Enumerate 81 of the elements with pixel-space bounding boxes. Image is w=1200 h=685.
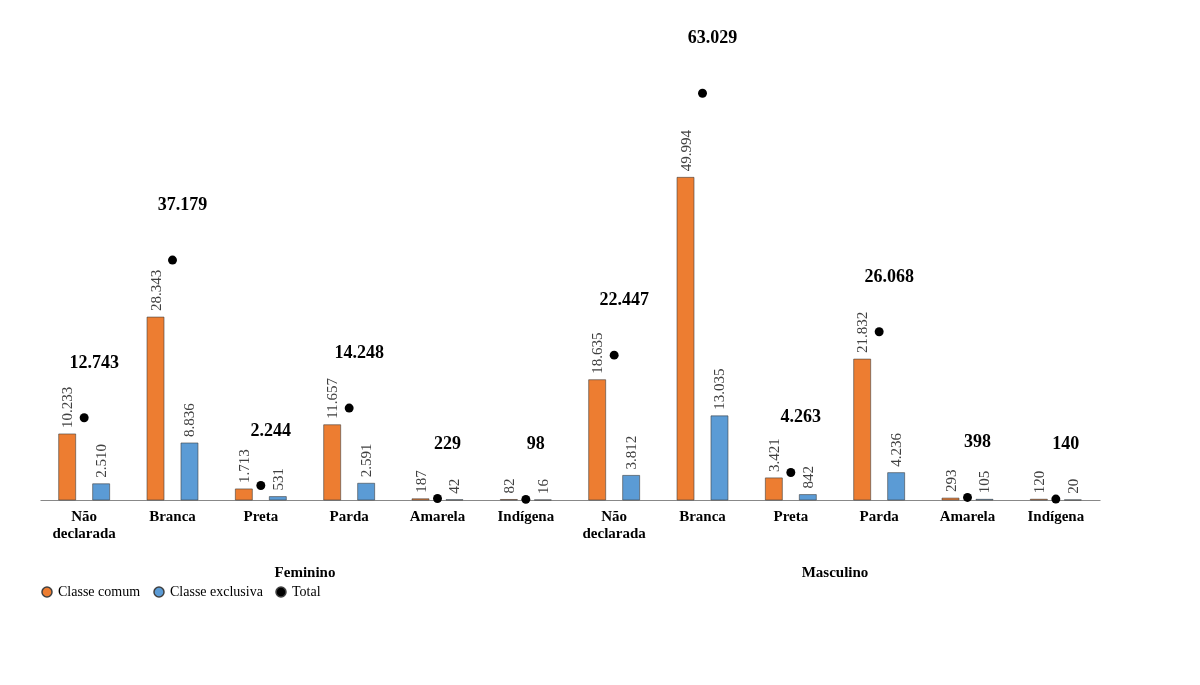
- data-label: 10.233: [59, 386, 76, 428]
- data-label: 4.263: [780, 406, 822, 427]
- data-label: 531: [269, 468, 286, 491]
- data-label: 8.836: [181, 402, 198, 437]
- legend-label: Classe comum: [58, 584, 141, 599]
- data-label: 229: [434, 432, 461, 453]
- x-tick-label: Amarela: [409, 507, 466, 524]
- data-label: 13.035: [711, 368, 728, 410]
- bar: [58, 433, 76, 501]
- data-label: 21.832: [854, 311, 871, 354]
- text: Masculino: [801, 564, 869, 580]
- data-label: 11.657: [324, 377, 341, 419]
- x-tick-label: Não declarada: [52, 507, 117, 541]
- point: [1051, 494, 1061, 504]
- data-label: 42: [446, 478, 463, 494]
- bar: [588, 379, 606, 501]
- bar: [180, 442, 199, 501]
- point: [79, 413, 89, 423]
- data-label: 82: [500, 478, 517, 494]
- point: [786, 468, 796, 477]
- bar: [765, 477, 783, 501]
- x-tick-label: Parda: [859, 507, 900, 524]
- bar: [269, 496, 287, 501]
- data-label: 14.248: [334, 342, 384, 363]
- data-label: 63.029: [687, 27, 738, 48]
- data-label: 842: [799, 466, 816, 489]
- bar: [799, 494, 817, 501]
- data-label: 20: [1064, 478, 1081, 494]
- bar: [853, 358, 871, 501]
- bar: [710, 415, 729, 501]
- data-label: 37.179: [157, 194, 208, 215]
- data-label: 2.244: [250, 419, 292, 440]
- data-label: 3.421: [765, 438, 782, 472]
- point: [433, 494, 442, 503]
- x-tick-label: Branca: [149, 507, 197, 524]
- point: [874, 327, 884, 337]
- data-label: 2.591: [358, 443, 375, 478]
- data-label: 3.812: [623, 435, 640, 470]
- data-label: 49.994: [677, 129, 694, 172]
- data-label: 16: [534, 478, 551, 494]
- data-label: 28.343: [147, 269, 164, 312]
- point: [963, 492, 972, 502]
- data-label: 398: [964, 431, 991, 452]
- bar: [887, 472, 905, 501]
- legend-label: Classe exclusiva: [170, 584, 264, 599]
- data-label: 4.236: [888, 432, 905, 467]
- data-label: 140: [1052, 433, 1080, 454]
- x-tick-label: Preta: [773, 507, 809, 524]
- data-label: 187: [412, 469, 429, 493]
- data-label: 1.713: [235, 449, 252, 483]
- point: [168, 255, 177, 265]
- x-tick-label: Branca: [679, 507, 727, 524]
- bar: [235, 488, 253, 501]
- point: [609, 350, 619, 360]
- bar: [622, 475, 640, 501]
- x-tick-label: Não declarada: [582, 507, 647, 541]
- point: [698, 88, 707, 98]
- bar: [146, 316, 165, 501]
- x-tick-label: Indígena: [1027, 507, 1085, 524]
- data-label: 22.447: [599, 289, 649, 310]
- data-label: 98: [526, 433, 545, 454]
- x-tick-label: Preta: [243, 507, 279, 524]
- data-label: 2.510: [93, 444, 110, 478]
- data-label: 120: [1030, 470, 1047, 494]
- point: [521, 494, 531, 504]
- data-label: 105: [976, 470, 993, 494]
- bar: [323, 424, 341, 501]
- text: Feminino: [274, 564, 336, 580]
- legend-label: Total: [292, 584, 321, 599]
- bar: [357, 482, 375, 501]
- x-tick-label: Indígena: [497, 507, 555, 524]
- data-label: 12.743: [69, 351, 119, 372]
- data-label: 293: [942, 469, 959, 493]
- point: [344, 403, 354, 413]
- bar: [676, 177, 695, 501]
- x-tick-label: Amarela: [939, 507, 996, 524]
- data-label: 18.635: [589, 332, 606, 374]
- data-label: 26.068: [864, 265, 914, 286]
- point: [256, 481, 266, 490]
- x-tick-label: Parda: [329, 507, 370, 524]
- bar: [92, 483, 110, 501]
